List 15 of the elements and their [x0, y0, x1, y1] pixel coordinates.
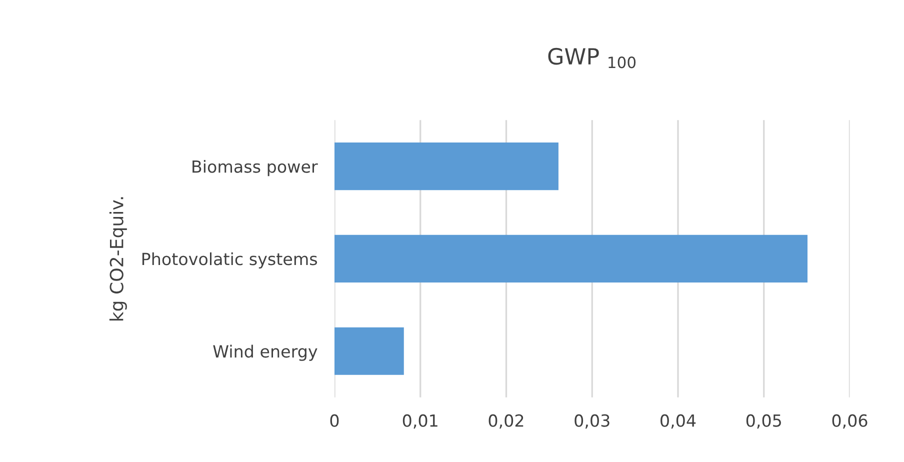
bar	[334, 327, 404, 375]
x-tick-label: 0,01	[402, 414, 438, 429]
y-tick-label: Photovolatic systems	[142, 252, 317, 269]
y-tick-label: Biomass power	[192, 160, 318, 176]
chart-title: GWP $_{100}$	[548, 48, 636, 68]
bar	[334, 234, 808, 283]
x-tick-label: 0	[330, 414, 339, 427]
x-tick-label: 0,04	[660, 414, 696, 429]
x-tick-label: 0,03	[574, 414, 610, 429]
x-tick-label: 0,02	[488, 414, 524, 429]
bar	[334, 142, 558, 190]
x-tick-label: 0,05	[746, 414, 781, 429]
y-axis-title: kg CO2-Equiv.	[109, 197, 127, 320]
x-tick-label: 0,06	[832, 414, 868, 429]
y-tick-label: Wind energy	[213, 344, 318, 361]
